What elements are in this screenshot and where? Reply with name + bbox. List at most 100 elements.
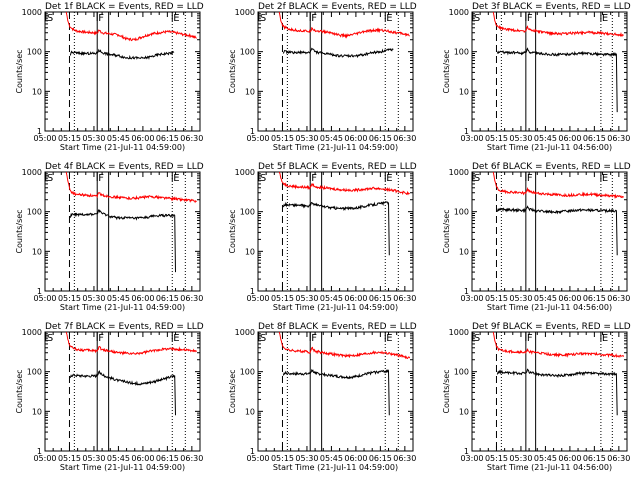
marker-label-e: E [173, 333, 179, 344]
x-tick-label: 06:30 [607, 454, 630, 463]
x-tick-label: 05:30 [82, 134, 105, 143]
x-tick-label: 06:00 [344, 294, 367, 303]
events-series-line [282, 368, 390, 416]
x-tick-label: 06:00 [131, 454, 154, 463]
lld-series-line [278, 331, 411, 360]
panel-title: Det 7f BLACK = Events, RED = LLD [45, 322, 204, 332]
marker-label-e: E [602, 13, 608, 24]
panel-title: Det 6f BLACK = Events, RED = LLD [472, 162, 631, 172]
events-series-line [282, 201, 390, 256]
x-tick-label: 05:00 [246, 134, 269, 143]
x-tick-label: 06:00 [558, 134, 581, 143]
y-tick-label: 1000 [235, 168, 255, 177]
y-tick-label: 100 [27, 208, 42, 217]
events-series-line [496, 47, 618, 113]
lld-series-line [278, 11, 410, 39]
y-tick-label: 1 [37, 127, 42, 136]
y-axis-label: Counts/sec [228, 209, 237, 253]
lld-series-line [492, 331, 625, 359]
x-tick-label: 05:15 [271, 454, 294, 463]
x-tick-label: 06:00 [558, 294, 581, 303]
x-tick-label: 03:00 [460, 454, 483, 463]
marker-label-s: S [260, 13, 266, 24]
y-tick-label: 10 [245, 247, 255, 256]
plot-frame [471, 331, 628, 452]
x-axis-label: Start Time (21-Jul-11 04:59:00) [273, 303, 398, 312]
x-tick-label: 05:00 [246, 454, 269, 463]
x-tick-label: 06:30 [180, 454, 203, 463]
marker-label-e: E [173, 173, 179, 184]
marker-label-e: E [386, 333, 392, 344]
y-tick-label: 10 [459, 247, 469, 256]
x-tick-label: 05:15 [58, 454, 81, 463]
y-axis-label: Counts/sec [15, 209, 24, 253]
y-tick-label: 1 [37, 447, 42, 456]
events-series-line [69, 370, 176, 416]
y-tick-label: 10 [245, 407, 255, 416]
x-tick-label: 06:15 [156, 294, 179, 303]
panel-title: Det 8f BLACK = Events, RED = LLD [258, 322, 417, 332]
x-tick-label: 05:00 [33, 134, 56, 143]
marker-label-s: S [47, 13, 53, 24]
marker-label-e: E [602, 333, 608, 344]
x-tick-label: 05:00 [33, 454, 56, 463]
x-tick-label: 06:15 [583, 294, 606, 303]
y-tick-label: 1000 [449, 168, 469, 177]
marker-label-f: F [98, 173, 104, 184]
x-tick-label: 05:45 [107, 454, 130, 463]
x-tick-label: 05:30 [295, 454, 318, 463]
x-tick-label: 05:15 [58, 134, 81, 143]
x-tick-label: 05:45 [107, 294, 130, 303]
lld-series-line [492, 11, 624, 38]
panel-title: Det 4f BLACK = Events, RED = LLD [45, 162, 204, 172]
x-tick-label: 06:00 [558, 454, 581, 463]
panel-det-9: Det 9f BLACK = Events, RED = LLD 1 10 100 10… [442, 322, 631, 472]
x-tick-label: 05:30 [509, 454, 532, 463]
panel-det-6: Det 6f BLACK = Events, RED = LLD 1 10 100 10… [442, 162, 631, 312]
x-tick-label: 05:45 [107, 134, 130, 143]
x-tick-label: 05:30 [295, 134, 318, 143]
panel-det-3: Det 3f BLACK = Events, RED = LLD 1 10 100 10… [442, 2, 631, 152]
y-tick-label: 10 [459, 407, 469, 416]
y-tick-label: 100 [240, 208, 255, 217]
x-tick-label: 05:45 [534, 134, 557, 143]
x-tick-label: 06:00 [344, 134, 367, 143]
y-tick-label: 1 [464, 287, 469, 296]
x-axis-label: Start Time (21-Jul-11 04:59:00) [273, 143, 398, 152]
x-tick-label: 05:15 [485, 134, 508, 143]
x-axis-label: Start Time (21-Jul-11 04:59:00) [60, 463, 185, 472]
y-tick-label: 1 [250, 447, 255, 456]
events-series-line [69, 48, 175, 60]
marker-label-e: E [386, 13, 392, 24]
x-tick-label: 06:30 [607, 294, 630, 303]
panel-det-2: Det 2f BLACK = Events, RED = LLD 1 10 100 10… [228, 2, 417, 152]
x-tick-label: 05:00 [33, 294, 56, 303]
x-tick-label: 06:30 [393, 134, 416, 143]
marker-label-e: E [386, 173, 392, 184]
y-axis-label: Counts/sec [228, 369, 237, 413]
y-tick-label: 1 [37, 287, 42, 296]
x-tick-label: 06:15 [369, 454, 392, 463]
y-tick-label: 1 [250, 287, 255, 296]
marker-label-f: F [98, 333, 104, 344]
y-tick-label: 1 [464, 127, 469, 136]
marker-label-f: F [311, 13, 317, 24]
plot-frame [257, 331, 414, 452]
x-tick-label: 06:30 [393, 454, 416, 463]
marker-label-e: E [602, 173, 608, 184]
x-axis-label: Start Time (21-Jul-11 04:59:00) [273, 463, 398, 472]
marker-label-e: E [173, 13, 179, 24]
marker-label-s: S [260, 333, 266, 344]
x-tick-label: 03:00 [460, 294, 483, 303]
marker-label-s: S [474, 173, 480, 184]
y-tick-label: 1000 [235, 328, 255, 337]
lld-series-line [278, 171, 411, 196]
x-tick-label: 05:15 [271, 294, 294, 303]
x-tick-label: 05:00 [246, 294, 269, 303]
y-axis-label: Counts/sec [442, 209, 451, 253]
y-tick-label: 10 [245, 87, 255, 96]
panel-det-5: Det 5f BLACK = Events, RED = LLD 1 10 100 10… [228, 162, 417, 312]
x-axis-label: Start Time (21-Jul-11 04:56:00) [487, 303, 612, 312]
x-tick-label: 05:30 [295, 294, 318, 303]
